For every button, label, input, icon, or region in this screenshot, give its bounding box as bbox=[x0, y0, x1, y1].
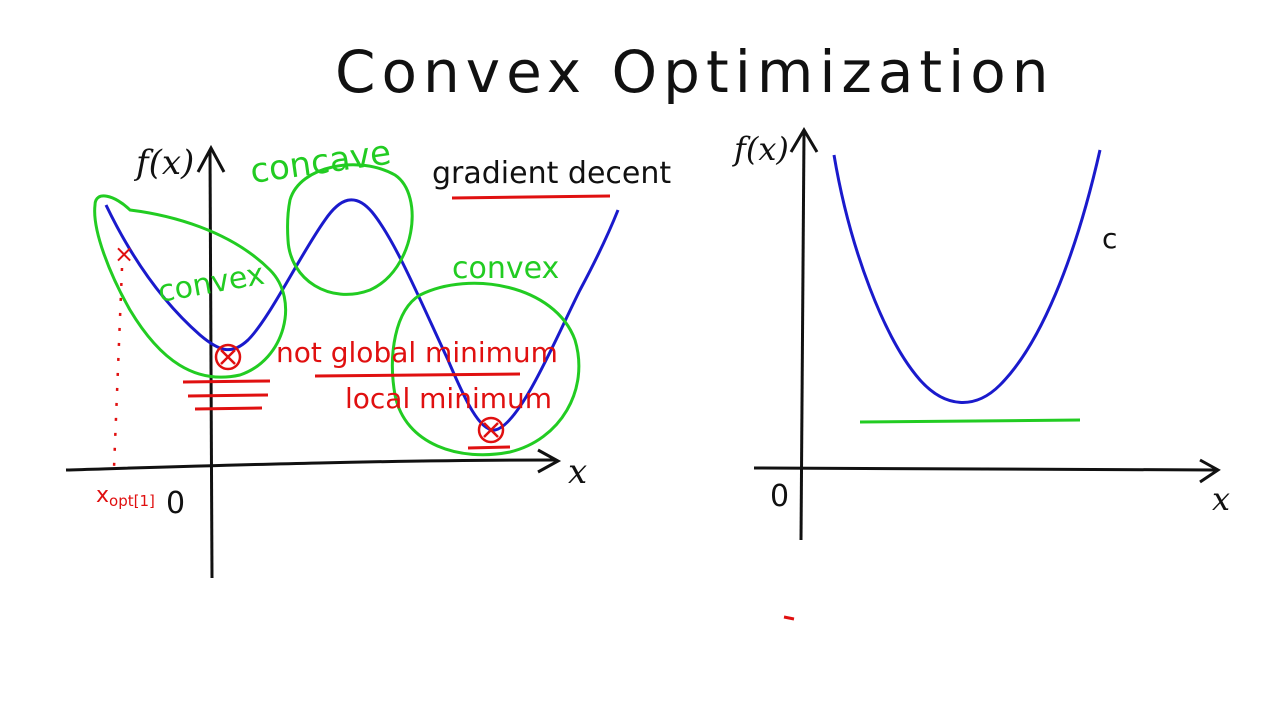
local-minimum-marker bbox=[214, 343, 242, 371]
local-minimum-label: local minimum bbox=[345, 382, 552, 415]
global-minimum-underline bbox=[467, 445, 511, 450]
concave-region bbox=[286, 163, 414, 296]
right-x-axis-label: x bbox=[1212, 480, 1230, 518]
left-diagram: f(x) x 0 concave convex convex gradient … bbox=[65, 133, 671, 579]
left-y-axis bbox=[208, 149, 214, 579]
global-minimum-marker-cross bbox=[483, 422, 499, 438]
convex-region-right bbox=[390, 281, 581, 457]
convex-function-curve bbox=[832, 149, 1102, 404]
partial-label: c bbox=[1102, 222, 1117, 255]
right-x-axis-arrow bbox=[1199, 458, 1221, 484]
global-minimum-marker bbox=[477, 416, 505, 444]
right-origin-label: 0 bbox=[770, 479, 789, 514]
right-diagram: f(x) x 0 c bbox=[732, 127, 1230, 621]
left-origin-label: 0 bbox=[166, 486, 185, 521]
gradient-underline bbox=[451, 194, 611, 200]
local-minimum-marker-cross bbox=[220, 349, 236, 365]
local-minimum-underlines bbox=[182, 379, 271, 411]
gradient-label: gradient decent bbox=[432, 156, 671, 191]
left-y-axis-label: f(x) bbox=[133, 143, 194, 183]
stray-red-mark bbox=[783, 615, 795, 621]
x-opt-label: xopt[1] bbox=[96, 483, 155, 510]
right-y-axis bbox=[799, 131, 806, 541]
x-opt-subscript: opt[1] bbox=[109, 492, 155, 510]
left-function-curve bbox=[104, 198, 620, 432]
not-global-minimum-label: not global minimum bbox=[276, 336, 558, 369]
right-y-axis-arrow bbox=[789, 127, 819, 153]
x-opt-base: x bbox=[96, 483, 109, 508]
minimum-level-line bbox=[859, 418, 1081, 424]
not-global-underline bbox=[314, 372, 521, 378]
concave-label: concave bbox=[248, 133, 394, 192]
left-x-axis bbox=[65, 458, 557, 472]
right-x-axis bbox=[753, 466, 1217, 472]
start-dashed-line bbox=[112, 267, 124, 469]
left-x-axis-label: x bbox=[568, 452, 587, 492]
convex-region-left bbox=[93, 194, 287, 379]
left-x-axis-arrow bbox=[537, 448, 562, 474]
convex-label-right: convex bbox=[452, 251, 559, 286]
start-point-mark: × bbox=[114, 240, 134, 268]
right-y-axis-label: f(x) bbox=[732, 130, 789, 168]
left-y-axis-arrow bbox=[196, 144, 226, 173]
page-title: Convex Optimization bbox=[335, 38, 1055, 106]
